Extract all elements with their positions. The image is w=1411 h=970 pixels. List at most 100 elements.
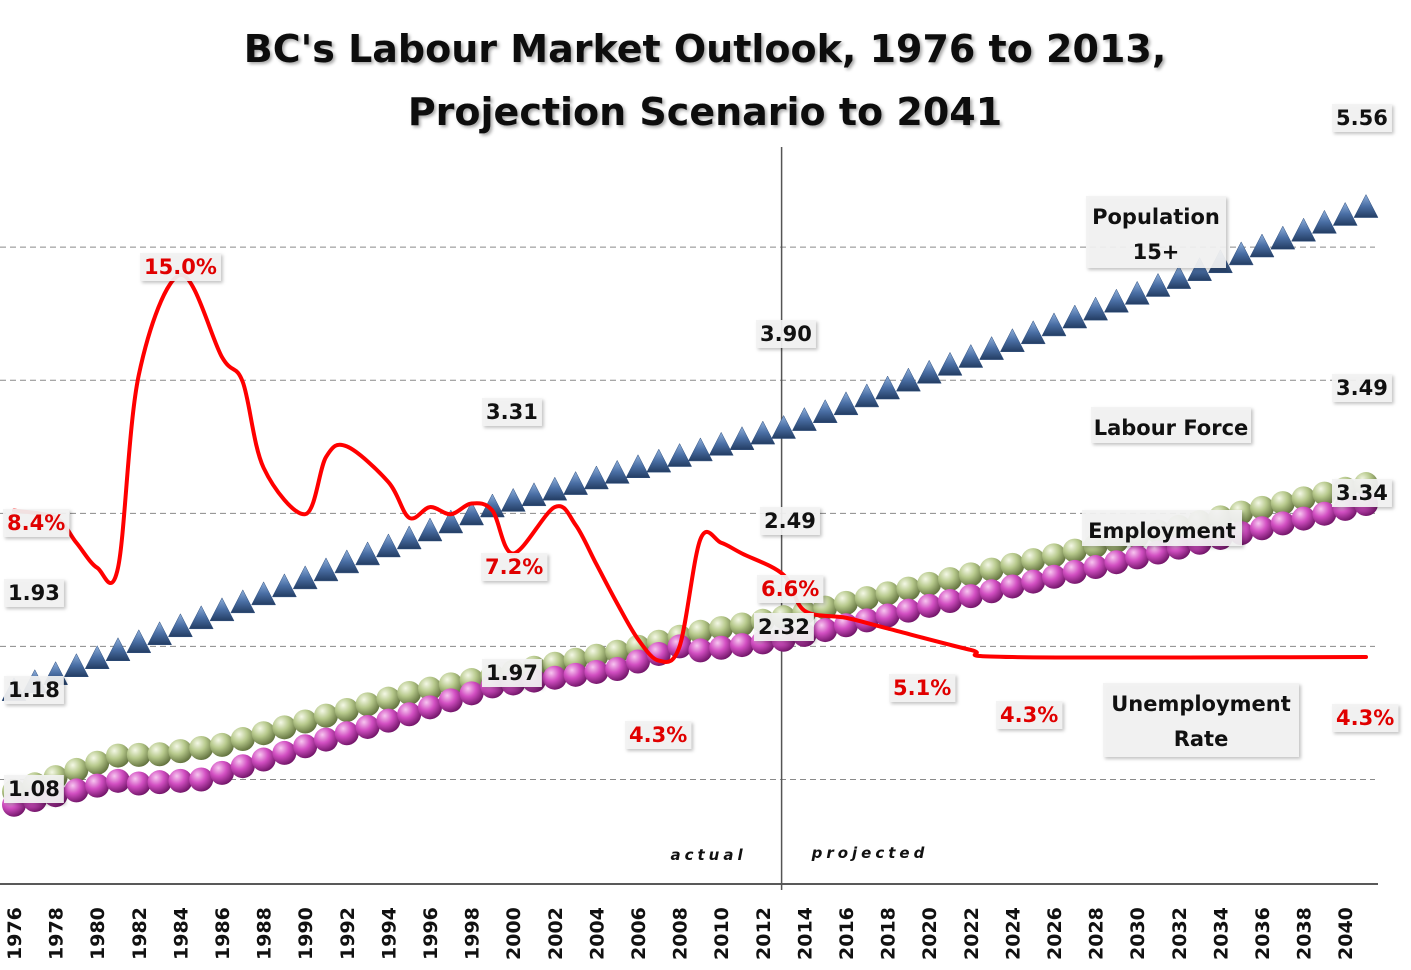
actual-label: actual <box>670 846 746 864</box>
population-point <box>1020 320 1046 345</box>
data-label-box <box>625 721 692 749</box>
data-label-text: 7.2% <box>485 555 543 579</box>
employment-point <box>147 770 172 795</box>
labour-force-point <box>272 715 297 740</box>
employment-point <box>1125 545 1150 570</box>
labour-force-point <box>376 686 401 711</box>
employment-point <box>896 598 921 623</box>
data-label-box <box>4 676 64 704</box>
employment-point <box>584 659 609 684</box>
x-tick-label: 2004 <box>586 907 608 960</box>
labour-force-point <box>709 616 734 641</box>
population-point <box>646 448 672 473</box>
data-label-population: 3.31 <box>482 398 542 426</box>
data-label-text: 5.1% <box>893 676 951 700</box>
employment-point <box>1291 506 1316 531</box>
population-point <box>1166 265 1192 289</box>
chart-title: BC's Labour Market Outlook, 1976 to 2013… <box>244 27 1167 134</box>
labour-force-point <box>854 586 879 611</box>
data-label-employment: 1.08 <box>4 775 64 803</box>
population-point <box>209 597 235 622</box>
data-label-box <box>1332 704 1399 732</box>
employment-point <box>1042 564 1066 589</box>
x-tick-label: 2008 <box>670 907 692 960</box>
data-label-unemployment: 15.0% <box>140 253 221 281</box>
population-point <box>459 501 485 526</box>
employment-point <box>251 747 276 772</box>
population-point <box>875 375 901 400</box>
employment-point <box>230 754 255 779</box>
x-tick-label: 2022 <box>961 907 983 960</box>
x-axis: 1976 1978 1980 1982 1984 1986 1988 1990 1992 1994… <box>0 883 1378 960</box>
population-point <box>1145 272 1171 297</box>
population-point <box>979 336 1005 360</box>
labour-force-point <box>334 697 359 722</box>
population-point <box>230 589 256 614</box>
series-name-box <box>1082 510 1242 546</box>
data-label-text: 2.32 <box>758 615 810 639</box>
data-label-employment: 3.34 <box>1332 479 1392 507</box>
employment-point <box>1062 559 1087 584</box>
employment-point <box>688 638 713 663</box>
population-point <box>521 482 547 507</box>
x-tick-label: 2026 <box>1044 907 1066 960</box>
employment-point <box>1083 555 1108 580</box>
x-tick-label: 1978 <box>46 907 68 960</box>
employment-point <box>1021 569 1046 594</box>
employment-point <box>730 633 754 658</box>
employment-point <box>85 773 110 798</box>
population-point <box>750 420 776 445</box>
employment-point <box>168 768 193 793</box>
employment-point <box>542 665 567 690</box>
x-tick-label: 2038 <box>1294 907 1316 960</box>
chart-title-line1: BC's Labour Market Outlook, 1976 to 2013… <box>244 27 1167 71</box>
data-label-text: 4.3% <box>629 723 687 747</box>
data-label-text: 3.34 <box>1336 481 1388 505</box>
labour-force-point <box>958 562 983 587</box>
employment-point <box>293 734 318 759</box>
population-point <box>937 351 963 376</box>
employment-point <box>605 657 630 682</box>
labour-force-point <box>230 727 255 752</box>
data-label-text: 1.18 <box>8 678 60 702</box>
data-label-box <box>482 398 542 426</box>
population-point <box>1187 257 1213 281</box>
population-point <box>687 437 713 462</box>
population-point <box>1062 304 1088 329</box>
data-label-text: 1.97 <box>486 661 538 685</box>
data-label-text: 4.3% <box>1000 703 1058 727</box>
data-label-box <box>481 553 548 581</box>
labour-force-point <box>355 692 380 717</box>
population-point <box>729 426 755 450</box>
population-point <box>417 517 443 542</box>
population-point <box>167 613 193 638</box>
population-point <box>958 343 984 368</box>
x-tick-label: 1996 <box>420 907 442 960</box>
projected-label: projected <box>811 844 929 862</box>
population-point <box>84 645 110 669</box>
population-point <box>916 359 942 384</box>
data-label-box <box>3 509 70 537</box>
x-tick-label: 1980 <box>87 907 109 960</box>
labour-force-point <box>397 681 422 706</box>
data-label-box <box>754 613 814 641</box>
data-label-text: 3.31 <box>486 400 538 424</box>
x-tick-label: 1982 <box>129 907 151 960</box>
x-tick-label: 1976 <box>4 907 26 960</box>
labour-force-point <box>1250 495 1274 520</box>
employment-point <box>813 618 838 643</box>
labour-force-point <box>1291 486 1316 511</box>
labour-force-point <box>251 721 276 746</box>
labour-force-point <box>210 732 234 757</box>
population-point <box>563 471 589 495</box>
labour-force-point <box>1042 543 1066 568</box>
data-label-employment: 2.32 <box>754 613 814 641</box>
employment-point <box>334 721 359 746</box>
data-label-unemployment: 8.4% <box>3 509 70 537</box>
population-point <box>854 383 880 408</box>
labour-force-point <box>1021 548 1046 573</box>
population-point <box>1270 225 1296 250</box>
data-label-text: 2.49 <box>764 509 816 533</box>
population-point <box>1083 296 1109 321</box>
